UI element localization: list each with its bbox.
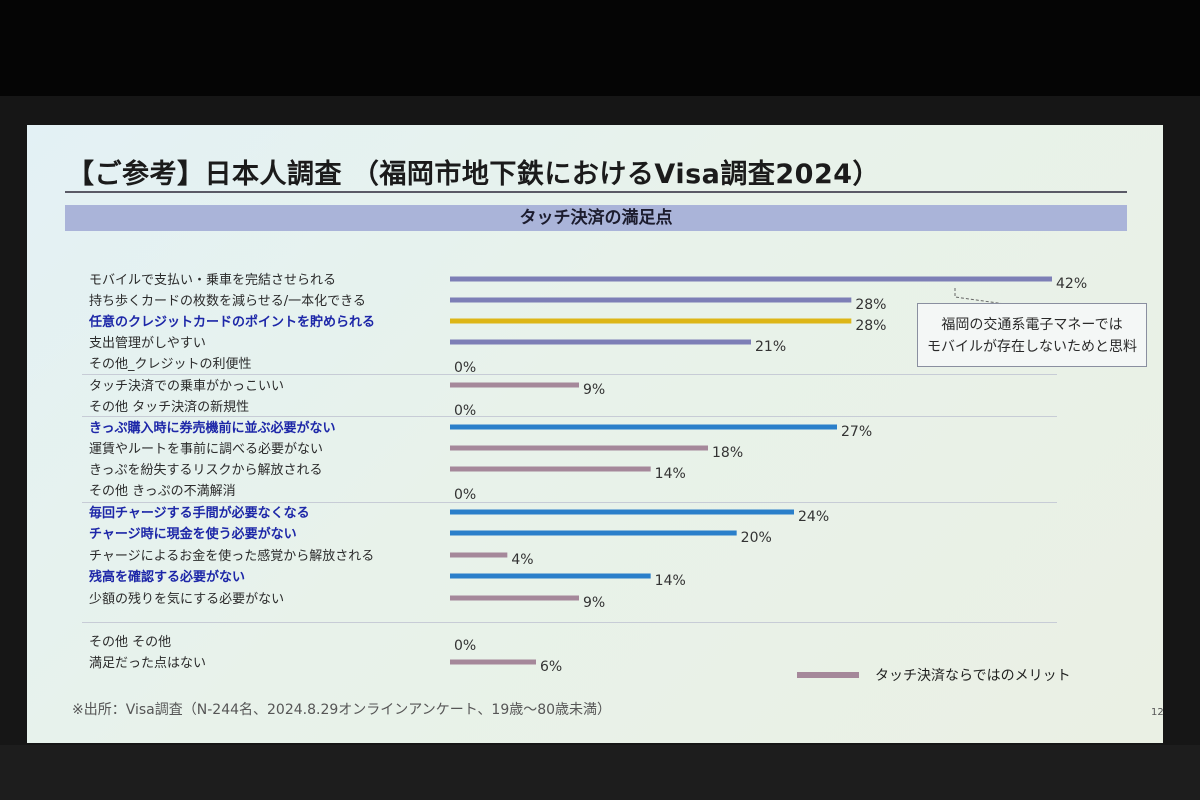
- projector-top-dark: [0, 0, 1200, 96]
- callout-line: モバイルが存在しないためと思料: [927, 339, 1137, 355]
- data-label: 20%: [741, 530, 772, 546]
- category-label: チャージによるお金を使った感覚から解放される: [89, 548, 374, 564]
- bar: [450, 595, 579, 601]
- bar: [450, 382, 579, 388]
- legend: タッチ決済ならではのメリット: [797, 665, 1071, 685]
- bar: [450, 466, 651, 472]
- data-label: 9%: [583, 595, 605, 611]
- presentation-slide: 【ご参考】日本人調査 （福岡市地下鉄におけるVisa調査2024） タッチ決済の…: [27, 125, 1163, 743]
- data-label: 21%: [755, 339, 786, 355]
- data-label: 18%: [712, 445, 743, 461]
- group-separator: [82, 622, 1057, 623]
- category-label: その他_クレジットの利便性: [89, 357, 252, 372]
- data-label: 14%: [655, 466, 686, 482]
- data-label: 0%: [454, 638, 476, 654]
- category-label: 任意のクレジットカードのポイントを貯められる: [88, 314, 375, 330]
- bar: [450, 573, 651, 579]
- category-label: チャージ時に現金を使う必要がない: [89, 526, 297, 542]
- callout-line: 福岡の交通系電子マネーでは: [941, 317, 1123, 333]
- page-number: 12: [1151, 707, 1163, 718]
- category-label: その他 その他: [89, 635, 171, 650]
- data-label: 28%: [855, 297, 886, 313]
- legend-swatch: [797, 672, 859, 678]
- data-label: 42%: [1056, 276, 1087, 292]
- data-label: 0%: [454, 403, 476, 419]
- bar: [450, 276, 1052, 282]
- callout-box: 福岡の交通系電子マネーでは モバイルが存在しないためと思料: [917, 303, 1147, 367]
- category-label: 残高を確認する必要がない: [89, 569, 245, 585]
- data-label: 6%: [540, 659, 562, 675]
- group-separator: [82, 502, 1057, 503]
- group-separator: [82, 374, 1057, 375]
- category-label: 支出管理がしやすい: [89, 336, 206, 351]
- source-note: ※出所：Visa調査（N-244名、2024.8.29オンラインアンケート、19…: [72, 702, 612, 718]
- category-label: 少額の残りを気にする必要がない: [89, 591, 284, 607]
- data-label: 4%: [511, 552, 533, 568]
- title-underline: [65, 191, 1127, 193]
- data-label: 24%: [798, 509, 829, 525]
- bar: [450, 509, 794, 515]
- category-label: その他 きっぷの不満解消: [89, 484, 236, 499]
- bar: [450, 424, 837, 430]
- bar-chart: モバイルで支払い・乗車を完結させられる 42% 持ち歩くカードの枚数を減らせる/一本…: [88, 273, 1087, 675]
- bar: [450, 659, 536, 665]
- category-label: きっぷ購入時に券売機前に並ぶ必要がない: [89, 420, 335, 436]
- bar: [450, 297, 852, 303]
- legend-label: タッチ決済ならではのメリット: [875, 668, 1071, 684]
- category-label: 満足だった点はない: [89, 656, 206, 671]
- data-label: 0%: [454, 360, 476, 376]
- data-label: 14%: [655, 573, 686, 589]
- bar: [450, 318, 852, 324]
- category-label: 毎回チャージする手間が必要なくなる: [89, 505, 310, 521]
- data-label: 9%: [583, 382, 605, 398]
- data-label: 28%: [855, 318, 886, 334]
- slide-title: 【ご参考】日本人調査 （福岡市地下鉄におけるVisa調査2024）: [67, 159, 881, 190]
- category-label: モバイルで支払い・乗車を完結させられる: [89, 273, 336, 288]
- bar: [450, 552, 508, 558]
- bar: [450, 530, 737, 536]
- category-label: タッチ決済での乗車がかっこいい: [89, 378, 284, 394]
- bar: [450, 445, 708, 451]
- category-label: 持ち歩くカードの枚数を減らせる/一本化できる: [89, 293, 366, 309]
- category-label: その他 タッチ決済の新規性: [89, 399, 249, 415]
- section-title: タッチ決済の満足点: [65, 205, 1127, 231]
- category-label: 運賃やルートを事前に調べる必要がない: [89, 441, 323, 457]
- projector-bottom-dark: [0, 745, 1200, 800]
- bar: [450, 339, 751, 345]
- data-label: 0%: [454, 487, 476, 503]
- category-label: きっぷを紛失するリスクから解放される: [89, 463, 322, 478]
- callout-connector: [954, 288, 1013, 306]
- data-label: 27%: [841, 424, 872, 440]
- group-separator: [82, 416, 1057, 417]
